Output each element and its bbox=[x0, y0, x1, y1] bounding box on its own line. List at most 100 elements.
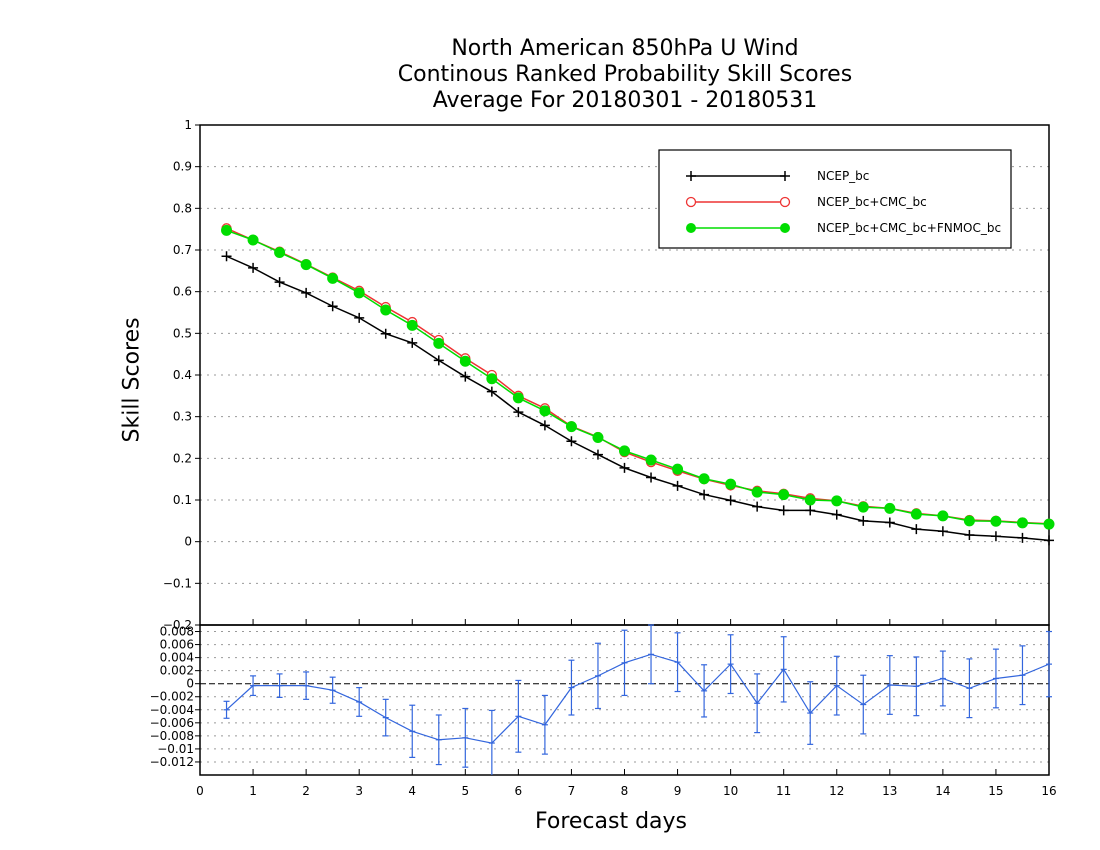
series-point-0 bbox=[699, 489, 710, 500]
x-tick-label: 0 bbox=[196, 784, 204, 798]
series-point-2 bbox=[963, 515, 975, 527]
series-point-0 bbox=[831, 509, 842, 520]
series-point-0 bbox=[354, 312, 365, 323]
series-point-0 bbox=[990, 531, 1001, 542]
sub-y-tick-label: −0.012 bbox=[150, 755, 194, 769]
main-y-tick-label: 0.6 bbox=[173, 285, 192, 299]
series-point-2 bbox=[831, 495, 843, 507]
main-y-tick-label: −0.1 bbox=[163, 576, 192, 590]
series-point-2 bbox=[539, 405, 551, 417]
sub-y-tick-label: 0.006 bbox=[160, 638, 194, 652]
series-point-2 bbox=[857, 501, 869, 513]
series-point-0 bbox=[539, 420, 550, 431]
series-point-2 bbox=[592, 432, 604, 443]
main-y-tick-label: 1 bbox=[184, 118, 192, 132]
legend-marker-1 bbox=[685, 196, 697, 208]
series-point-0 bbox=[513, 407, 524, 418]
diff-series-line bbox=[226, 653, 1050, 744]
legend-label-1: NCEP_bc+CMC_bc bbox=[817, 195, 927, 209]
series-point-0 bbox=[672, 480, 683, 491]
series-point-2 bbox=[672, 463, 684, 475]
series-point-2 bbox=[804, 494, 816, 506]
series-point-2 bbox=[300, 259, 312, 271]
series-point-0 bbox=[327, 301, 338, 312]
series-point-2 bbox=[406, 319, 418, 331]
x-tick-label: 12 bbox=[829, 784, 844, 798]
main-y-tick-label: 0.4 bbox=[173, 368, 192, 382]
series-point-0 bbox=[805, 505, 816, 516]
series-point-0 bbox=[486, 386, 497, 397]
series-point-0 bbox=[460, 371, 471, 382]
series-point-2 bbox=[327, 272, 339, 284]
series-point-0 bbox=[433, 355, 444, 366]
legend-marker-0 bbox=[780, 171, 790, 181]
chart-title-line-2: Continous Ranked Probability Skill Score… bbox=[397, 62, 853, 87]
series-point-2 bbox=[274, 247, 286, 258]
series-point-2 bbox=[990, 515, 1002, 527]
legend-label-2: NCEP_bc+CMC_bc+FNMOC_bc bbox=[817, 221, 1001, 235]
series-point-2 bbox=[698, 473, 710, 485]
x-tick-label: 9 bbox=[674, 784, 682, 798]
series-point-2 bbox=[910, 508, 922, 520]
series-point-2 bbox=[778, 489, 790, 501]
series-point-2 bbox=[353, 287, 365, 299]
series-point-2 bbox=[486, 373, 498, 385]
legend-marker-2 bbox=[686, 223, 696, 233]
main-y-tick-label: 0.2 bbox=[173, 451, 192, 465]
sub-y-tick-label: −0.008 bbox=[150, 729, 194, 743]
series-point-2 bbox=[751, 486, 763, 498]
series-point-0 bbox=[301, 287, 312, 298]
x-tick-label: 6 bbox=[515, 784, 523, 798]
series-point-2 bbox=[1043, 518, 1055, 530]
series-line-1 bbox=[226, 227, 1050, 525]
x-tick-label: 16 bbox=[1041, 784, 1056, 798]
series-point-2 bbox=[512, 392, 524, 404]
main-y-tick-label: 0.7 bbox=[173, 243, 192, 257]
series-line-0 bbox=[226, 255, 1050, 542]
series-point-0 bbox=[1044, 535, 1054, 546]
series-point-2 bbox=[645, 454, 657, 466]
x-tick-label: 8 bbox=[621, 784, 629, 798]
series-point-0 bbox=[248, 262, 259, 273]
sub-y-tick-label: 0.008 bbox=[160, 625, 194, 639]
series-point-0 bbox=[566, 436, 577, 447]
x-axis-label: Forecast days bbox=[535, 809, 688, 834]
x-tick-label: 1 bbox=[249, 784, 257, 798]
series-point-0 bbox=[752, 501, 763, 512]
series-point-2 bbox=[433, 337, 445, 349]
chart-title-line-3: Average For 20180301 - 20180531 bbox=[432, 88, 818, 113]
series-point-0 bbox=[725, 495, 736, 506]
main-y-tick-label: 0.3 bbox=[173, 410, 192, 424]
legend-marker-1 bbox=[779, 196, 791, 208]
x-tick-label: 4 bbox=[408, 784, 416, 798]
legend-marker-2 bbox=[780, 223, 790, 233]
main-y-tick-label: 0.8 bbox=[173, 201, 192, 215]
series-point-2 bbox=[619, 445, 630, 457]
sub-y-tick-label: −0.006 bbox=[150, 716, 194, 730]
x-tick-label: 11 bbox=[776, 784, 791, 798]
sub-y-tick-label: 0 bbox=[186, 677, 194, 691]
main-y-tick-label: 0.1 bbox=[173, 493, 192, 507]
x-tick-label: 10 bbox=[723, 784, 738, 798]
x-tick-label: 7 bbox=[568, 784, 576, 798]
x-tick-label: 2 bbox=[302, 784, 310, 798]
series-point-0 bbox=[592, 449, 603, 460]
series-point-2 bbox=[725, 478, 737, 490]
series-line-2 bbox=[226, 229, 1050, 525]
series-point-0 bbox=[646, 472, 657, 483]
series-point-0 bbox=[619, 462, 630, 473]
main-y-tick-label: 0 bbox=[184, 535, 192, 549]
legend-label-0: NCEP_bc bbox=[817, 169, 869, 183]
sub-y-tick-label: 0.004 bbox=[160, 651, 194, 665]
sub-y-tick-label: −0.004 bbox=[150, 703, 194, 717]
main-y-tick-label: −0.2 bbox=[163, 618, 192, 632]
series-point-0 bbox=[778, 505, 789, 516]
series-point-2 bbox=[884, 502, 896, 514]
main-y-tick-label: 0.9 bbox=[173, 160, 192, 174]
series-point-0 bbox=[380, 328, 391, 339]
series-point-0 bbox=[221, 251, 232, 262]
main-y-tick-label: 0.5 bbox=[173, 326, 192, 340]
legend-marker-0 bbox=[686, 171, 696, 181]
sub-y-tick-label: 0.002 bbox=[160, 664, 194, 678]
